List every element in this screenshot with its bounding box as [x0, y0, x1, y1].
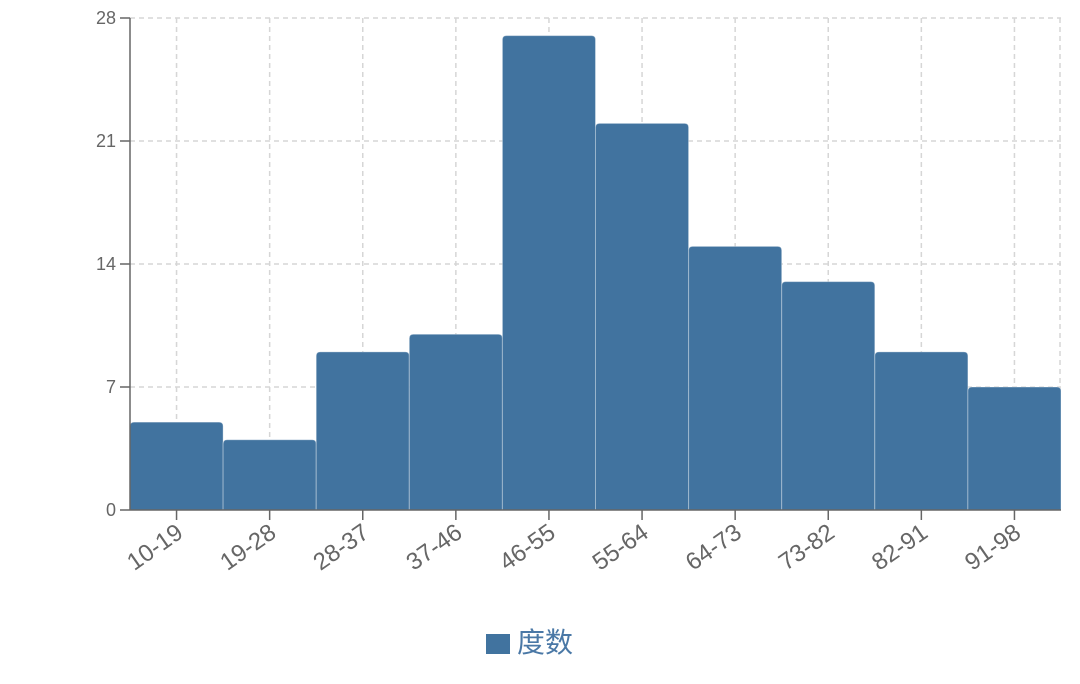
y-tick-label: 28	[96, 8, 116, 28]
histogram-bar	[315, 351, 410, 511]
y-tick-label: 21	[96, 131, 116, 151]
x-tick-label: 37-46	[402, 519, 468, 576]
histogram-bar	[781, 281, 876, 511]
histogram-bar	[408, 333, 503, 511]
x-tick-label: 28-37	[308, 519, 374, 576]
histogram-bar	[595, 122, 690, 511]
histogram-bar	[129, 421, 224, 511]
x-tick-label: 82-91	[867, 519, 933, 576]
legend: 度数	[486, 627, 573, 658]
histogram-bar	[501, 35, 596, 511]
bars-group	[129, 35, 1062, 511]
x-ticks: 10-19 19-28 28-37 37-46 46-55 55-64 64-73 73-82…	[122, 510, 1026, 576]
histogram-bar	[874, 351, 969, 511]
x-tick-label: 19-28	[215, 519, 281, 576]
x-tick-label: 55-64	[588, 519, 654, 576]
histogram-bar	[222, 439, 317, 511]
legend-label: 度数	[517, 627, 573, 658]
y-tick-label: 7	[106, 377, 116, 397]
x-tick-label: 46-55	[495, 519, 561, 576]
legend-swatch	[486, 634, 510, 654]
x-tick-label: 73-82	[774, 519, 840, 576]
x-tick-label: 64-73	[681, 519, 747, 576]
y-tick-label: 14	[96, 254, 116, 274]
histogram-bar	[967, 386, 1062, 511]
x-tick-label: 10-19	[122, 519, 188, 576]
histogram-bar	[688, 245, 783, 511]
y-ticks: 0 7 14 21 28	[96, 8, 130, 520]
y-tick-label: 0	[106, 500, 116, 520]
x-tick-label: 91-98	[960, 519, 1026, 576]
